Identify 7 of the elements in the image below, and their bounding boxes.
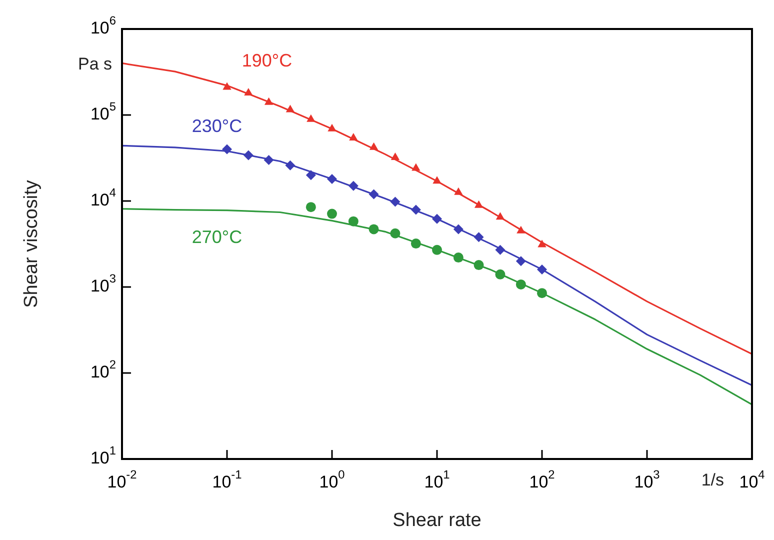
y-axis-title: Shear viscosity bbox=[21, 180, 42, 308]
text: Pa s bbox=[78, 54, 112, 74]
series-label: 230°C bbox=[192, 116, 242, 136]
series-label: 190°C bbox=[242, 50, 292, 71]
series-label: 270°C bbox=[192, 227, 242, 248]
x-axis-title: Shear rate bbox=[392, 510, 482, 532]
text: 1/s bbox=[701, 470, 724, 490]
